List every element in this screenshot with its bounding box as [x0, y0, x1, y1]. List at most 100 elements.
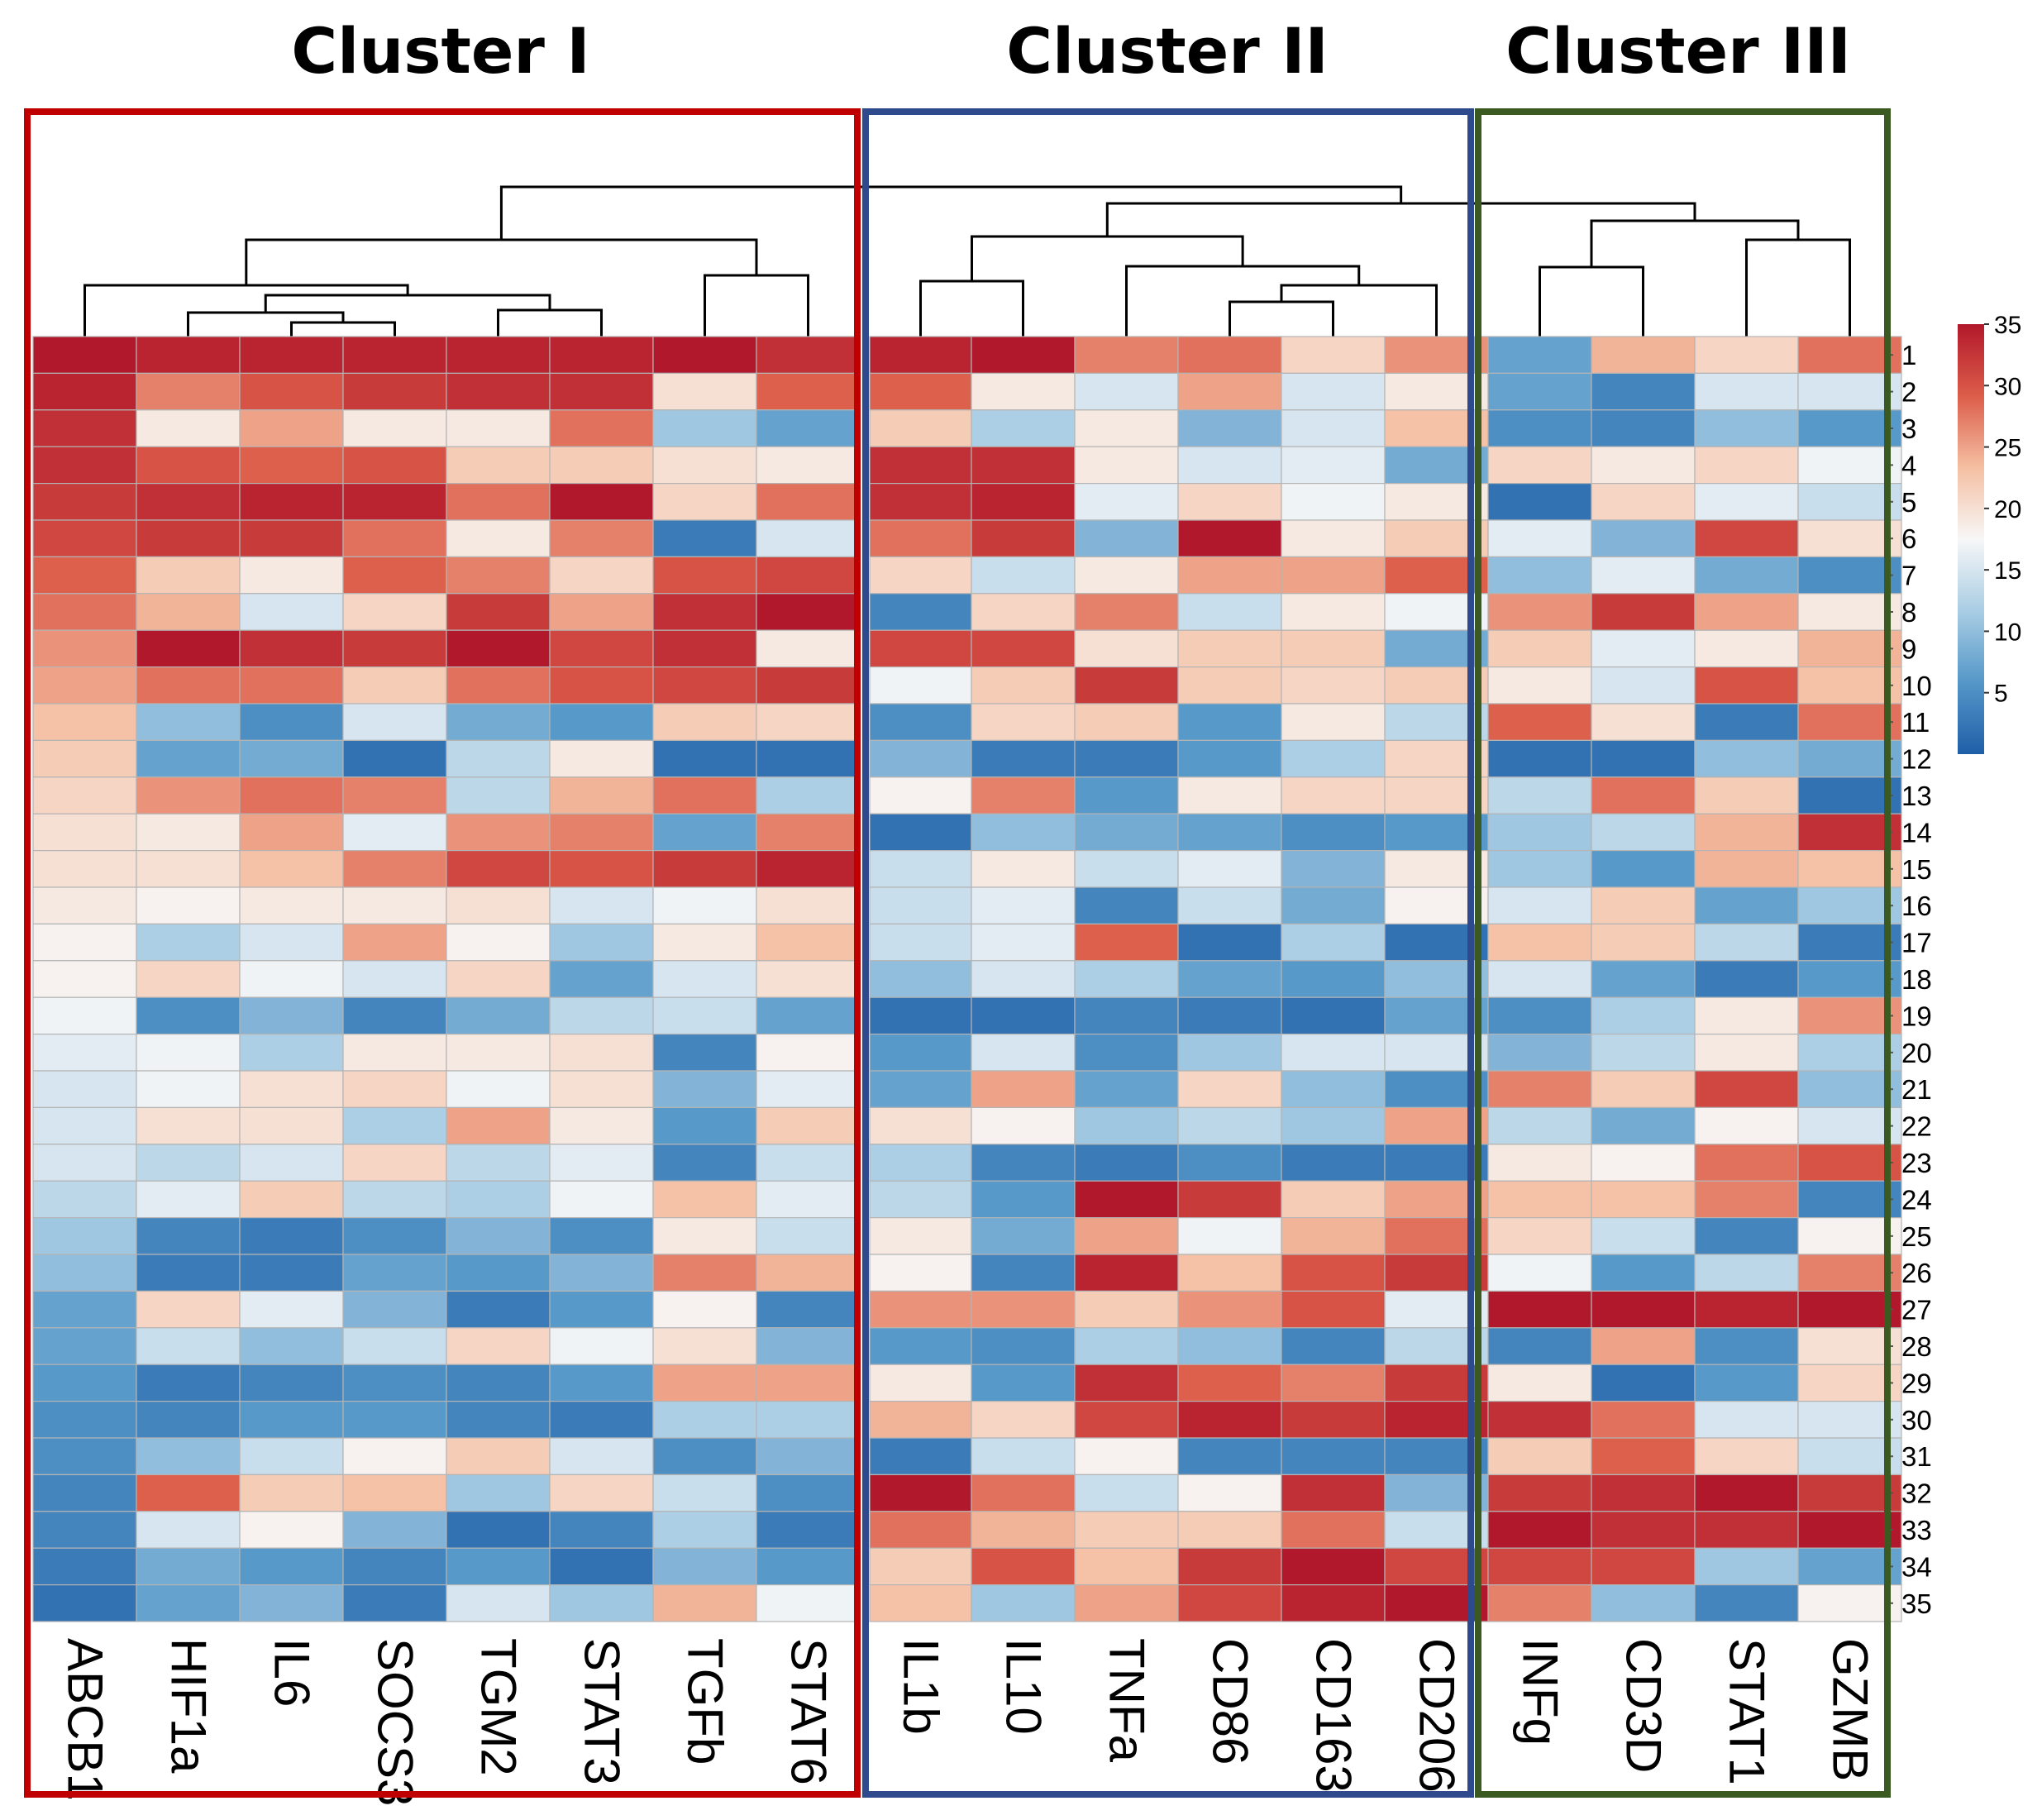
heatmap-cell — [342, 482, 447, 521]
heatmap-cell — [1487, 556, 1592, 595]
heatmap-cell — [136, 446, 241, 485]
heatmap-cell — [136, 336, 241, 375]
row-label: 21 — [1901, 1074, 1932, 1105]
heatmap-cell — [1177, 703, 1282, 742]
heatmap-cell — [1177, 629, 1282, 668]
row-label: 9 — [1901, 633, 1916, 664]
heatmap-cell — [239, 1511, 344, 1549]
heatmap-cell — [549, 556, 654, 595]
heatmap-cell — [1281, 813, 1386, 852]
heatmap-cell — [1177, 1254, 1282, 1292]
heatmap-cell — [652, 1216, 757, 1255]
heatmap-cell — [446, 1437, 551, 1476]
heatmap-cell — [1074, 1400, 1179, 1439]
heatmap-cell — [652, 1180, 757, 1219]
heatmap-cell — [1177, 813, 1282, 852]
heatmap-cell — [1694, 482, 1799, 521]
heatmap-cell — [1074, 519, 1179, 558]
heatmap-cell — [446, 1144, 551, 1182]
heatmap-cell — [652, 776, 757, 814]
heatmap-cell — [1281, 1437, 1386, 1476]
heatmap-cell — [549, 886, 654, 925]
gene-label: TGM2 — [471, 1638, 527, 1776]
heatmap-cell — [1177, 1474, 1282, 1512]
cluster-box — [862, 108, 1474, 1798]
heatmap-cell — [342, 629, 447, 668]
heatmap-cell — [32, 629, 137, 668]
heatmap-cell — [1074, 996, 1179, 1035]
heatmap-cell — [1074, 960, 1179, 998]
heatmap-cell — [1177, 1144, 1282, 1182]
heatmap-cell — [32, 813, 137, 852]
heatmap-cell — [446, 739, 551, 778]
heatmap-cell — [652, 1511, 757, 1549]
heatmap-cell — [1074, 1216, 1179, 1255]
dendrogram-link — [499, 185, 1403, 240]
heatmap-cell — [239, 1144, 344, 1182]
heatmap-cell — [1487, 593, 1592, 631]
heatmap-cell — [652, 923, 757, 962]
heatmap-cell — [1694, 813, 1799, 852]
row-label: 17 — [1901, 928, 1932, 958]
heatmap-cell — [1074, 629, 1179, 668]
heatmap-cell — [756, 1254, 861, 1292]
heatmap-cell — [756, 1033, 861, 1072]
heatmap-cell — [136, 960, 241, 998]
heatmap-cell — [1281, 776, 1386, 814]
heatmap-cell — [1487, 1070, 1592, 1109]
heatmap-cell — [756, 666, 861, 705]
heatmap-cell — [136, 996, 241, 1035]
heatmap-cell — [756, 1070, 861, 1109]
row-label: 30 — [1901, 1405, 1932, 1435]
heatmap-cell — [1177, 1327, 1282, 1365]
heatmap-cell — [136, 629, 241, 668]
heatmap-cell — [1281, 1290, 1386, 1329]
heatmap-cell — [549, 739, 654, 778]
heatmap-cell — [32, 886, 137, 925]
heatmap-cell — [32, 1400, 137, 1439]
heatmap-cell — [652, 1144, 757, 1182]
heatmap-cell — [136, 739, 241, 778]
heatmap-cell — [652, 666, 757, 705]
heatmap-cell — [1487, 1144, 1592, 1182]
heatmap-cell — [549, 1216, 654, 1255]
heatmap-cell — [1281, 372, 1386, 411]
heatmap-cell — [136, 666, 241, 705]
row-label: 20 — [1901, 1038, 1932, 1068]
heatmap-cell — [971, 482, 1076, 521]
heatmap-cell — [869, 666, 972, 705]
heatmap-cell — [869, 1584, 972, 1622]
heatmap-cell — [1694, 1070, 1799, 1109]
heatmap-cell — [549, 1400, 654, 1439]
heatmap-cell — [756, 1106, 861, 1145]
heatmap-cell — [1591, 1400, 1696, 1439]
heatmap-cell — [869, 409, 972, 447]
heatmap-cell — [1591, 372, 1696, 411]
heatmap-cell — [1281, 666, 1386, 705]
dendrogram-link — [1745, 238, 1851, 337]
heatmap-cell — [446, 703, 551, 742]
gene-label: STAT1 — [1720, 1638, 1775, 1785]
heatmap-cell — [1074, 886, 1179, 925]
heatmap-cell — [136, 556, 241, 595]
heatmap-cell — [869, 556, 972, 595]
heatmap-cell — [756, 1216, 861, 1255]
heatmap-cell — [446, 1400, 551, 1439]
heatmap-cell — [1281, 996, 1386, 1035]
heatmap-cell — [1694, 1547, 1799, 1586]
row-label: 15 — [1901, 854, 1932, 885]
heatmap-cell — [136, 1290, 241, 1329]
heatmap-cell — [1281, 409, 1386, 447]
heatmap-cell — [239, 519, 344, 558]
heatmap-cell — [549, 776, 654, 814]
heatmap-cell — [971, 1584, 1076, 1622]
heatmap-cell — [446, 1511, 551, 1549]
heatmap-cell — [1591, 1474, 1696, 1512]
heatmap-cell — [652, 336, 757, 375]
heatmap-cell — [756, 1400, 861, 1439]
heatmap-cell — [1591, 446, 1696, 485]
heatmap-cell — [32, 1144, 137, 1182]
heatmap-cell — [239, 849, 344, 888]
heatmap-cell — [32, 849, 137, 888]
heatmap-cell — [446, 1070, 551, 1109]
